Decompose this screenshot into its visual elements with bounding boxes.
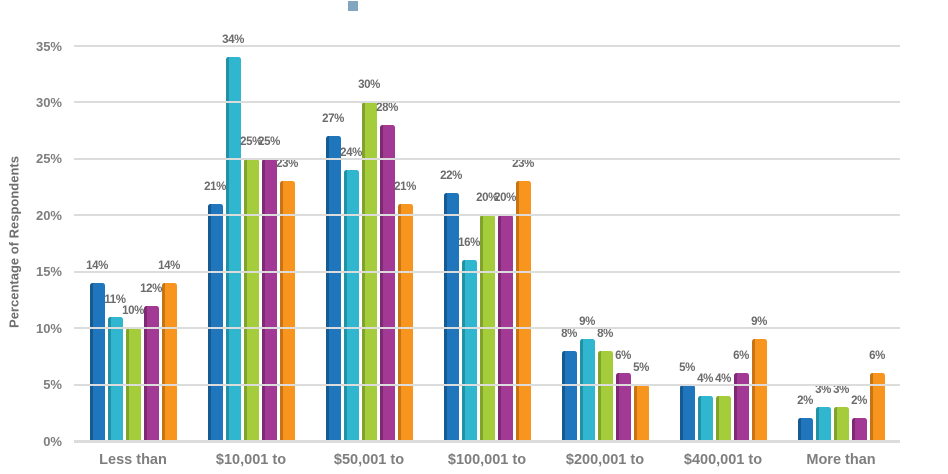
data-label-blue-3: 27%	[322, 113, 344, 126]
bar-blue-1	[89, 283, 105, 441]
x-axis-label-7: More than	[806, 452, 876, 468]
data-label-purple-6: 6%	[733, 350, 749, 363]
data-label-blue-2: 21%	[204, 181, 226, 193]
legend-marker-icon	[348, 1, 358, 11]
data-label-orange-5: 5%	[633, 361, 649, 374]
data-label-blue-4: 22%	[440, 169, 462, 182]
data-label-blue-6: 5%	[679, 361, 695, 374]
bar-cyan-5	[579, 339, 595, 441]
data-label-blue-5: 8%	[561, 327, 577, 340]
data-label-purple-1: 12%	[140, 282, 162, 295]
bar-purple-2	[261, 158, 277, 441]
bar-cyan-4	[461, 260, 477, 441]
gridline-30pct	[74, 101, 900, 104]
data-label-green-4: 20%	[476, 192, 498, 205]
bar-cyan-7	[815, 407, 831, 441]
data-label-orange-7: 6%	[869, 350, 885, 363]
data-label-blue-1: 14%	[86, 260, 108, 272]
data-label-green-1: 10%	[122, 305, 144, 318]
data-label-green-3: 30%	[358, 79, 380, 92]
data-label-green-6: 4%	[715, 372, 731, 385]
gridline-0pct	[74, 440, 900, 443]
bar-green-7	[833, 407, 849, 441]
gridline-25pct	[74, 157, 900, 160]
y-axis-tick-15pct: 15%	[35, 264, 62, 280]
bar-cyan-1	[107, 316, 123, 441]
bar-orange-2	[279, 181, 295, 441]
bar-cyan-6	[697, 395, 713, 441]
data-label-purple-2: 25%	[258, 135, 280, 148]
data-label-cyan-3: 24%	[340, 147, 362, 160]
y-axis-tick-35pct: 35%	[35, 38, 62, 54]
data-label-cyan-5: 9%	[579, 316, 595, 329]
y-axis-tick-5pct: 5%	[43, 377, 62, 393]
bar-green-6	[715, 395, 731, 441]
y-axis-tick-10pct: 10%	[35, 320, 62, 336]
x-axis-label-2: $10,001 to	[215, 452, 287, 468]
bar-orange-7	[869, 373, 885, 441]
x-axis-label-3: $50,001 to	[333, 452, 405, 468]
bar-orange-6	[751, 339, 767, 441]
y-axis-tick-25pct: 25%	[35, 151, 62, 167]
gridline-35pct	[74, 45, 900, 47]
bar-green-5	[597, 350, 613, 441]
data-label-purple-3: 28%	[376, 102, 398, 114]
gridline-15pct	[74, 270, 900, 273]
bar-cyan-2	[225, 57, 241, 441]
bar-purple-5	[615, 373, 631, 441]
bar-blue-7	[797, 418, 813, 441]
bar-blue-5	[561, 350, 577, 441]
bar-blue-6	[679, 384, 695, 441]
data-label-purple-4: 20%	[494, 192, 516, 205]
bar-orange-4	[515, 181, 531, 441]
x-axis-label-6: $400,001 to	[683, 452, 763, 468]
data-label-cyan-6: 4%	[697, 372, 713, 385]
gridline-20pct	[74, 214, 900, 217]
y-axis-tick-20pct: 20%	[35, 207, 62, 223]
bar-orange-5	[633, 384, 649, 441]
bar-purple-3	[379, 125, 395, 441]
x-axis-label-1: Less than	[99, 452, 167, 468]
data-label-cyan-1: 11%	[104, 293, 126, 306]
gridline-5pct	[74, 383, 900, 386]
bar-cyan-3	[343, 170, 359, 441]
data-label-purple-7: 2%	[851, 395, 867, 408]
data-label-cyan-4: 16%	[458, 237, 480, 250]
data-label-orange-1: 14%	[158, 260, 180, 272]
y-axis-tick-30pct: 30%	[35, 94, 62, 110]
data-label-cyan-2: 34%	[222, 34, 244, 47]
bar-purple-6	[733, 373, 749, 441]
data-label-orange-6: 9%	[751, 316, 767, 329]
y-axis-tick-0pct: 0%	[43, 433, 62, 449]
bar-blue-2	[207, 204, 223, 441]
data-label-green-7: 3%	[833, 384, 849, 397]
bar-purple-7	[851, 418, 867, 441]
data-label-green-2: 25%	[240, 135, 262, 148]
bar-blue-3	[325, 136, 341, 441]
data-label-green-5: 8%	[597, 327, 613, 340]
bar-green-2	[243, 158, 259, 441]
x-axis-label-5: $200,001 to	[565, 452, 645, 468]
data-label-purple-5: 6%	[615, 350, 631, 363]
data-label-blue-7: 2%	[797, 395, 813, 408]
data-label-orange-4: 23%	[512, 158, 534, 171]
y-axis-title: Percentage of Respondents	[6, 156, 22, 328]
x-axis-label-4: $100,001 to	[447, 452, 527, 468]
data-label-cyan-7: 3%	[815, 384, 831, 397]
bar-blue-4	[443, 192, 459, 441]
bar-purple-1	[143, 305, 159, 441]
gridline-10pct	[74, 327, 900, 330]
data-label-orange-3: 21%	[394, 181, 416, 193]
bar-orange-3	[397, 204, 413, 441]
bar-orange-1	[161, 283, 177, 441]
data-label-orange-2: 23%	[276, 158, 298, 171]
